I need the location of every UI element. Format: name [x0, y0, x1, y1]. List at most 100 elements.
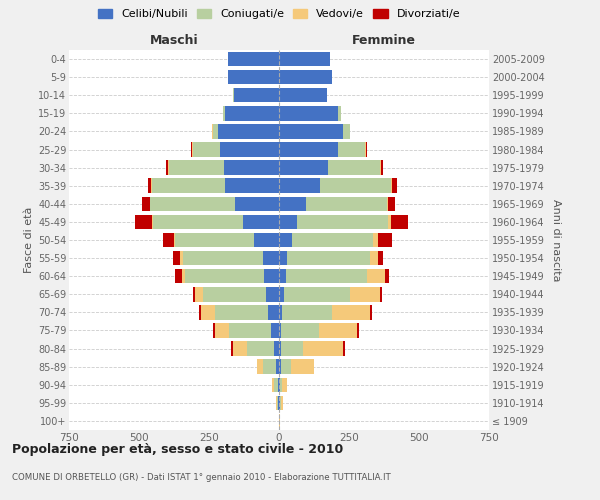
- Bar: [283, 305, 332, 320]
- Bar: [292, 233, 373, 247]
- Bar: [338, 142, 365, 157]
- Bar: [279, 378, 280, 392]
- Bar: [233, 342, 247, 356]
- Bar: [277, 396, 278, 410]
- Bar: [201, 305, 215, 320]
- Bar: [350, 287, 380, 302]
- Bar: [286, 269, 367, 283]
- Bar: [386, 196, 388, 211]
- Bar: [235, 196, 279, 211]
- Bar: [381, 160, 383, 175]
- Bar: [388, 214, 391, 229]
- Bar: [225, 106, 279, 120]
- Bar: [306, 196, 386, 211]
- Bar: [279, 251, 287, 266]
- Bar: [279, 323, 281, 338]
- Bar: [218, 124, 279, 138]
- Bar: [191, 142, 193, 157]
- Bar: [279, 70, 332, 84]
- Bar: [265, 269, 279, 283]
- Bar: [272, 378, 274, 392]
- Bar: [224, 160, 279, 175]
- Bar: [302, 342, 343, 356]
- Bar: [365, 142, 366, 157]
- Bar: [287, 251, 370, 266]
- Bar: [366, 142, 367, 157]
- Bar: [385, 269, 389, 283]
- Y-axis label: Fasce di età: Fasce di età: [23, 207, 34, 273]
- Bar: [215, 305, 268, 320]
- Bar: [215, 323, 229, 338]
- Bar: [152, 214, 153, 229]
- Bar: [280, 378, 283, 392]
- Bar: [182, 269, 185, 283]
- Bar: [173, 251, 181, 266]
- Bar: [367, 269, 385, 283]
- Bar: [203, 287, 266, 302]
- Bar: [370, 251, 379, 266]
- Bar: [279, 214, 298, 229]
- Bar: [391, 214, 408, 229]
- Bar: [292, 360, 314, 374]
- Bar: [279, 178, 320, 193]
- Bar: [229, 323, 271, 338]
- Bar: [193, 142, 220, 157]
- Bar: [153, 214, 243, 229]
- Bar: [281, 342, 302, 356]
- Bar: [150, 196, 235, 211]
- Bar: [163, 233, 174, 247]
- Bar: [326, 88, 328, 102]
- Bar: [152, 178, 225, 193]
- Bar: [281, 396, 283, 410]
- Bar: [358, 323, 359, 338]
- Bar: [185, 269, 265, 283]
- Bar: [392, 178, 397, 193]
- Bar: [257, 360, 263, 374]
- Bar: [142, 196, 149, 211]
- Text: COMUNE DI ORBETELLO (GR) - Dati ISTAT 1° gennaio 2010 - Elaborazione TUTTITALIA.: COMUNE DI ORBETELLO (GR) - Dati ISTAT 1°…: [12, 472, 391, 482]
- Bar: [243, 214, 279, 229]
- Bar: [254, 233, 279, 247]
- Bar: [233, 88, 279, 102]
- Bar: [148, 178, 151, 193]
- Bar: [370, 305, 372, 320]
- Text: Popolazione per età, sesso e stato civile - 2010: Popolazione per età, sesso e stato civil…: [12, 442, 343, 456]
- Bar: [279, 287, 284, 302]
- Bar: [279, 305, 283, 320]
- Bar: [223, 106, 225, 120]
- Bar: [284, 287, 350, 302]
- Bar: [373, 233, 378, 247]
- Bar: [279, 52, 330, 66]
- Bar: [278, 378, 279, 392]
- Bar: [332, 305, 370, 320]
- Bar: [343, 124, 350, 138]
- Bar: [174, 233, 175, 247]
- Bar: [268, 305, 279, 320]
- Bar: [380, 287, 382, 302]
- Bar: [320, 178, 391, 193]
- Bar: [175, 269, 182, 283]
- Bar: [279, 160, 328, 175]
- Bar: [279, 396, 280, 410]
- Bar: [279, 124, 343, 138]
- Bar: [298, 214, 388, 229]
- Bar: [279, 342, 281, 356]
- Bar: [281, 323, 319, 338]
- Bar: [199, 305, 201, 320]
- Bar: [135, 214, 152, 229]
- Bar: [175, 233, 254, 247]
- Bar: [279, 196, 306, 211]
- Bar: [195, 287, 203, 302]
- Bar: [232, 342, 233, 356]
- Bar: [193, 287, 195, 302]
- Bar: [181, 251, 182, 266]
- Bar: [266, 287, 279, 302]
- Bar: [228, 52, 279, 66]
- Bar: [271, 323, 279, 338]
- Bar: [279, 360, 281, 374]
- Text: Femmine: Femmine: [352, 34, 416, 48]
- Bar: [274, 378, 278, 392]
- Bar: [263, 360, 276, 374]
- Bar: [225, 178, 279, 193]
- Bar: [276, 396, 277, 410]
